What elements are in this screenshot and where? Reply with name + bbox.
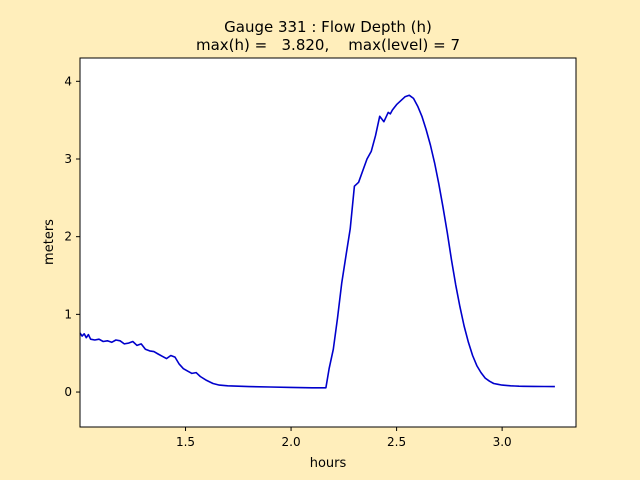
x-tick-label: 3.0 [493,435,512,449]
series-line-0 [79,94,555,389]
chart-title: Gauge 331 : Flow Depth (h) [224,18,432,36]
y-tick-label: 3 [64,152,72,166]
x-axis-label: hours [310,456,347,471]
chart-subtitle: max(h) = 3.820, max(level) = 7 [196,36,460,54]
x-axis: 1.5 2.0 2.5 3.0 [176,427,512,449]
x-tick-label: 1.5 [176,435,195,449]
y-axis-label: meters [42,219,57,265]
y-tick-label: 2 [64,230,72,244]
y-tick-label: 1 [64,307,72,321]
plot-frame [79,57,577,428]
x-tick-label: 2.0 [282,435,301,449]
y-tick-label: 4 [64,74,72,88]
y-tick-label: 0 [64,385,72,399]
chart-marks [79,94,555,389]
x-tick-label: 2.5 [387,435,406,449]
plot-area [80,58,576,427]
y-axis: 0 1 2 3 4 [64,74,80,399]
